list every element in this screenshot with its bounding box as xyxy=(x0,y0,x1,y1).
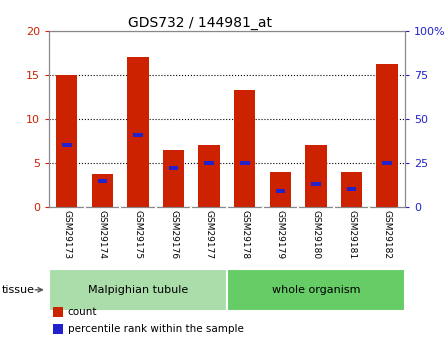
Bar xyxy=(227,269,405,310)
Text: GSM29175: GSM29175 xyxy=(134,210,142,259)
Text: GSM29182: GSM29182 xyxy=(383,210,392,259)
Bar xyxy=(62,144,72,147)
Bar xyxy=(56,75,77,207)
Bar xyxy=(305,146,327,207)
Text: GSM29178: GSM29178 xyxy=(240,210,249,259)
Bar xyxy=(376,65,398,207)
Text: count: count xyxy=(68,307,97,317)
Text: GSM29174: GSM29174 xyxy=(98,210,107,259)
Bar xyxy=(204,161,214,165)
Bar xyxy=(270,172,291,207)
Text: Malpighian tubule: Malpighian tubule xyxy=(88,285,188,295)
Bar xyxy=(92,175,113,207)
Text: GSM29176: GSM29176 xyxy=(169,210,178,259)
Text: GSM29177: GSM29177 xyxy=(205,210,214,259)
Text: GSM29173: GSM29173 xyxy=(62,210,71,259)
Bar xyxy=(133,133,143,137)
Bar xyxy=(275,189,285,193)
Bar xyxy=(169,166,178,170)
Bar xyxy=(198,146,220,207)
Text: GSM29180: GSM29180 xyxy=(312,210,320,259)
Text: percentile rank within the sample: percentile rank within the sample xyxy=(68,324,243,334)
Bar xyxy=(127,57,149,207)
Bar xyxy=(311,182,321,186)
Bar xyxy=(97,179,107,183)
Bar xyxy=(382,161,392,165)
Bar xyxy=(234,90,255,207)
Bar xyxy=(341,172,362,207)
Bar xyxy=(240,161,250,165)
Bar xyxy=(49,269,227,310)
Text: GSM29181: GSM29181 xyxy=(347,210,356,259)
Bar xyxy=(163,150,184,207)
Bar xyxy=(347,187,356,191)
Text: whole organism: whole organism xyxy=(272,285,360,295)
Text: GSM29179: GSM29179 xyxy=(276,210,285,259)
Text: GDS732 / 144981_at: GDS732 / 144981_at xyxy=(128,16,272,30)
Text: tissue: tissue xyxy=(2,285,35,295)
